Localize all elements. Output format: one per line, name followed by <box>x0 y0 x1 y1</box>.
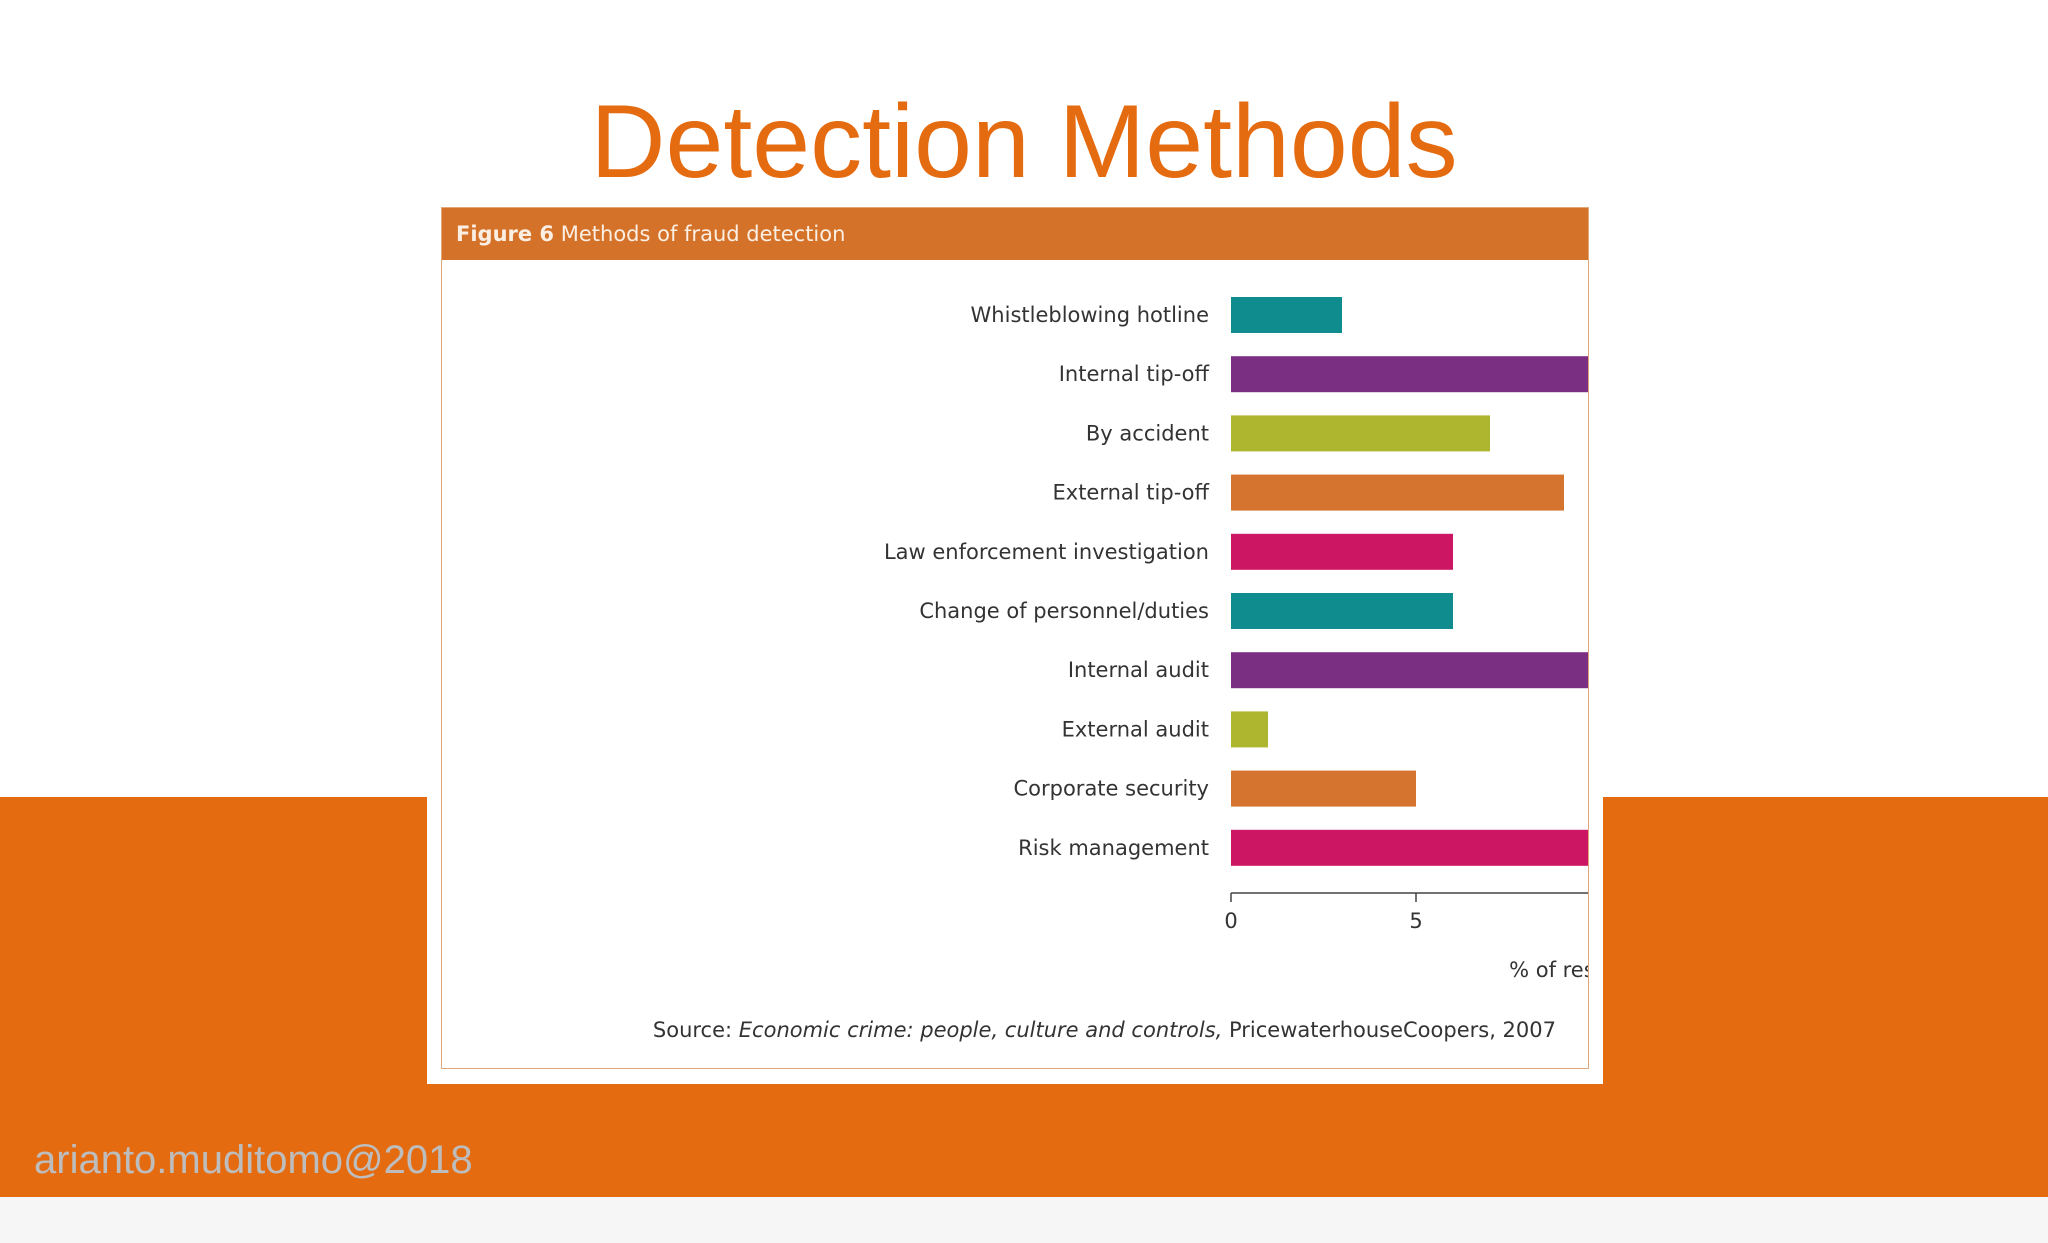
bar <box>1231 770 1416 807</box>
category-label: Risk management <box>1018 836 1209 860</box>
bar <box>1231 652 1588 689</box>
bar <box>1231 415 1490 452</box>
bar <box>1231 474 1564 511</box>
figure-caption: Methods of fraud detection <box>560 222 846 246</box>
watermark: arianto.muditomo@2018 <box>34 1138 473 1182</box>
x-tick-label: 5 <box>1409 909 1422 933</box>
figure-number: Figure 6 <box>456 222 555 246</box>
category-label: Law enforcement investigation <box>884 540 1209 564</box>
category-label: Corporate security <box>1013 777 1209 801</box>
category-label: External audit <box>1062 717 1209 741</box>
bar <box>1231 593 1453 629</box>
bar <box>1231 297 1342 333</box>
bar-chart: Whistleblowing hotline Internal tip-off By… <box>884 297 1588 982</box>
category-label: Internal tip-off <box>1059 362 1210 386</box>
slide-title: Detection Methods <box>590 84 1458 200</box>
x-axis-label: % of respondents <box>1509 958 1588 982</box>
source-prefix: Source: <box>652 1018 733 1042</box>
bar <box>1231 533 1453 570</box>
bottom-strip <box>0 1197 2048 1243</box>
bar <box>1231 829 1588 866</box>
category-label: External tip-off <box>1053 481 1210 505</box>
x-tick-label: 0 <box>1224 909 1237 933</box>
figure-source: Source: Economic crime: people, culture … <box>653 1018 1556 1042</box>
category-label: Change of personnel/duties <box>919 599 1209 623</box>
bar <box>1231 711 1268 748</box>
category-label: By accident <box>1086 421 1209 445</box>
figure-card: Figure 6 Methods of fraud detection Whis… <box>427 200 1603 1084</box>
category-label: Internal audit <box>1068 658 1209 682</box>
bar <box>1231 356 1588 393</box>
category-label: Whistleblowing hotline <box>971 303 1209 327</box>
source-title: Economic crime: people, culture and cont… <box>738 1018 1223 1042</box>
source-publisher: PricewaterhouseCoopers, 2007 <box>1229 1018 1556 1042</box>
figure-frame: Figure 6 Methods of fraud detection Whis… <box>441 207 1589 1069</box>
figure-header: Figure 6 Methods of fraud detection <box>442 208 1588 260</box>
